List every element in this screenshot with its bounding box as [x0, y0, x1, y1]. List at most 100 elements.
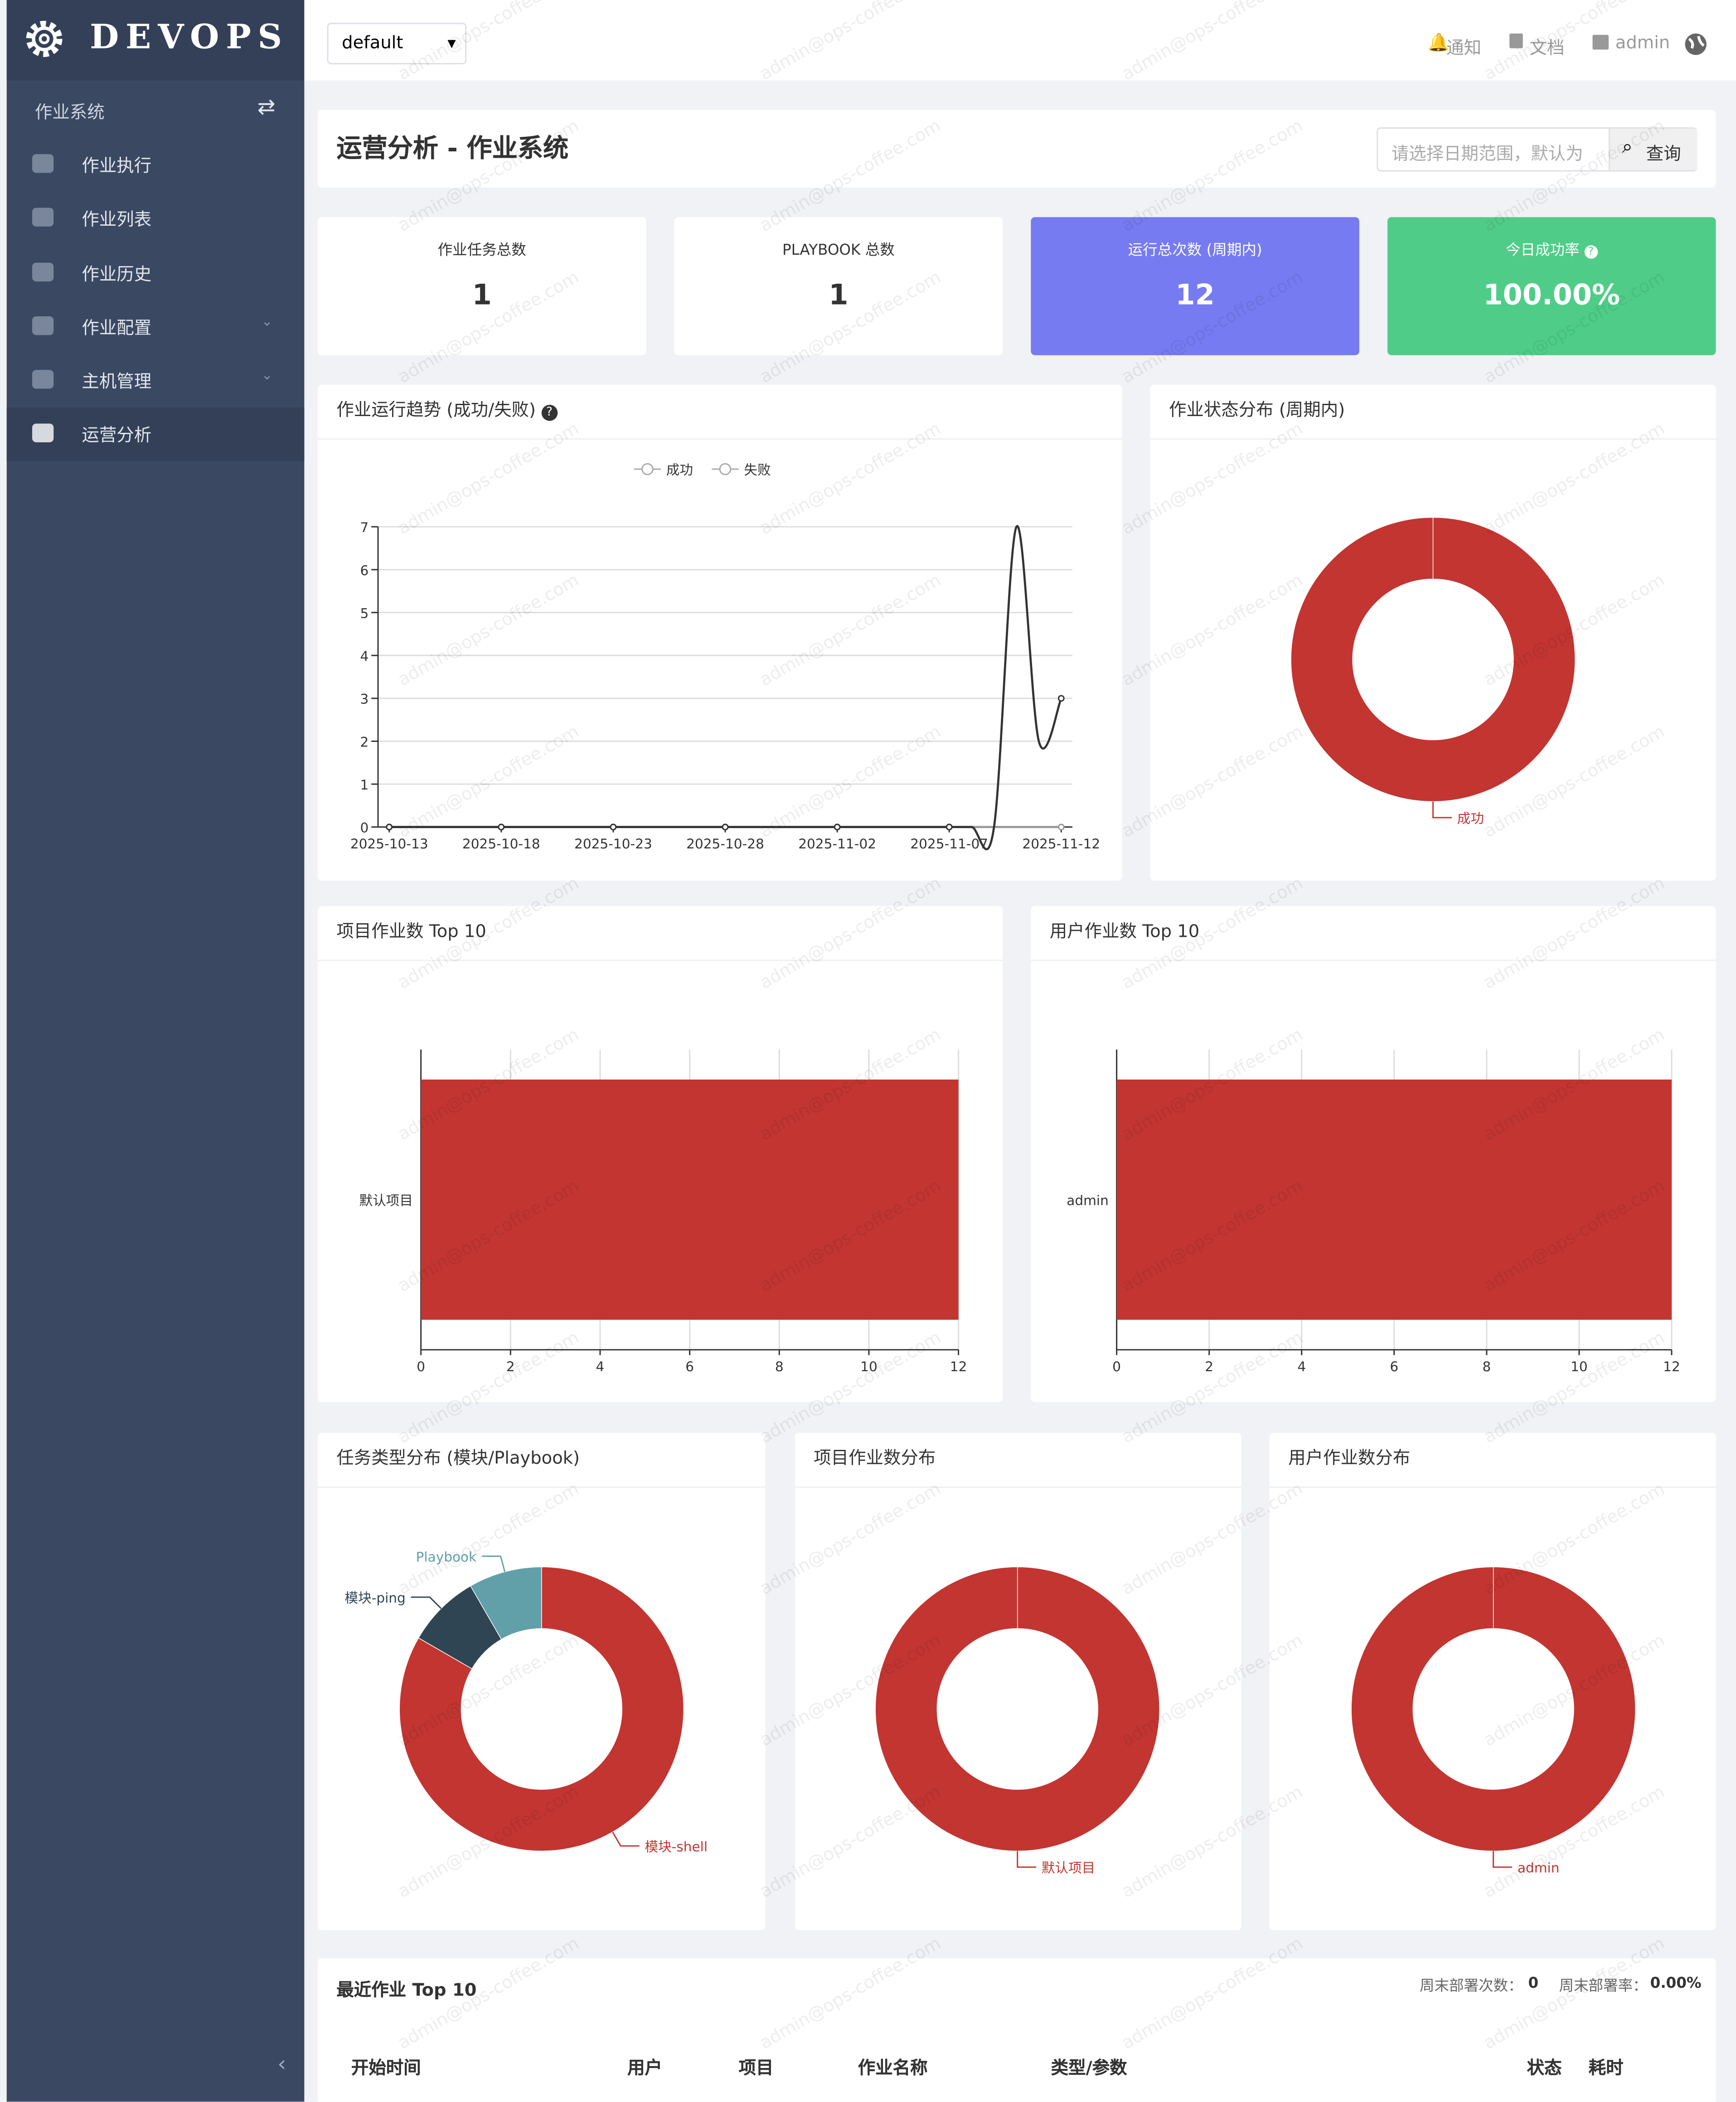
slice-label: 默认项目 — [1042, 1860, 1095, 1876]
menu-item[interactable]: 作业执行 — [82, 157, 152, 177]
slice-label: 模块-ping — [345, 1590, 406, 1606]
table-header: 项目 — [738, 2058, 774, 2079]
point — [1057, 823, 1065, 831]
legend-label: 失败 — [744, 462, 771, 478]
label-line — [1017, 1851, 1037, 1868]
pie-slice — [1290, 517, 1576, 802]
chart-card: 项目作业数 Top 10 0 2 4 6 8 10 12 默认项目 — [317, 906, 1003, 1402]
x-tick-label: 10 — [1571, 1359, 1588, 1375]
x-tick-label: 10 — [860, 1359, 878, 1375]
date-range[interactable]: 请选择日期范围，默认为 ⌕ 查询 — [1377, 127, 1697, 172]
menu-icon — [32, 316, 54, 335]
switch-icon[interactable]: ⇄ — [257, 94, 276, 120]
sidebar: DEVOPS 作业系统 ⇄ 作业执行 作业列表 作业历史 作业配置 ⌄ 主机管理 ⌄ 运营分析… — [6, 0, 305, 2102]
chart: 默认项目 — [875, 1566, 1160, 1876]
x-tick-label: 8 — [775, 1359, 784, 1375]
card-header: 项目作业数 Top 10 — [317, 906, 1003, 961]
menu-icon — [32, 154, 54, 173]
menu-item[interactable]: 作业历史 — [82, 265, 152, 286]
menu-item[interactable]: 主机管理 — [82, 373, 152, 393]
table-header: 用户 — [627, 2058, 663, 2079]
table-header: 开始时间 — [351, 2058, 421, 2079]
y-tick-label: 4 — [360, 649, 369, 664]
slice-label: admin — [1518, 1860, 1560, 1876]
pie-slice — [1351, 1566, 1636, 1852]
chart: admin — [1351, 1566, 1636, 1876]
point — [722, 823, 729, 831]
chart-card: 作业状态分布 (周期内) 成功 — [1150, 384, 1716, 881]
help-icon[interactable]: ? — [541, 405, 558, 421]
chart-card: 作业运行趋势 (成功/失败) ? 0 1 2 3 4 5 6 7 2025-10-13 2025-1… — [317, 384, 1122, 881]
x-tick-label: 2025-10-18 — [462, 836, 540, 852]
stat-value: 1 — [829, 279, 849, 311]
search-icon: ⌕ — [1622, 136, 1633, 158]
summary-value: 0 — [1528, 1974, 1539, 1992]
menu-item[interactable]: 作业配置 — [82, 319, 152, 339]
y-tick-label: admin — [1067, 1193, 1109, 1208]
expand-icon[interactable]: ⌄ — [261, 368, 273, 383]
slice-label: 模块-shell — [645, 1839, 708, 1855]
chart-card: 任务类型分布 (模块/Playbook) 模块-shell 模块-ping Playb… — [317, 1433, 766, 1930]
x-tick-label: 4 — [596, 1359, 605, 1375]
chart: 0 2 4 6 8 10 12 admin — [1067, 1049, 1680, 1375]
x-tick-label: 6 — [1390, 1359, 1398, 1375]
table-header: 作业名称 — [858, 2058, 928, 2079]
chart-card: 用户作业数分布 admin — [1269, 1433, 1716, 1930]
card-header: 作业状态分布 (周期内) — [1150, 385, 1716, 440]
menu-icon — [32, 262, 54, 282]
card-header: 项目作业数分布 — [795, 1433, 1241, 1488]
label-line — [612, 1831, 640, 1847]
chart: 成功 — [1290, 517, 1576, 826]
globe-icon[interactable] — [1684, 32, 1708, 56]
stat-value: 1 — [472, 279, 492, 311]
slice-label: 成功 — [1457, 811, 1484, 826]
label-line — [1493, 1851, 1513, 1868]
menu-icon — [32, 208, 54, 227]
env-value: default — [342, 33, 403, 54]
x-tick-label: 2025-11-12 — [1022, 836, 1100, 852]
table-card: 最近作业 Top 10 周末部署次数： 0 周末部署率： 0.00% — [317, 1958, 1716, 2102]
stat-label: 作业任务总数 — [437, 241, 526, 259]
active-bg — [6, 407, 305, 461]
notify-link[interactable]: 通知 — [1446, 39, 1482, 59]
point — [834, 823, 841, 831]
slice-label: Playbook — [416, 1550, 477, 1565]
x-tick-label: 6 — [685, 1359, 694, 1375]
table-title: 最近作业 Top 10 — [336, 1981, 477, 2001]
chart: 0 1 2 3 4 5 6 7 2025-10-13 2025-10-18 2025-10-23 20… — [350, 462, 1100, 852]
stat-card: 今日成功率 ? 100.00% — [1387, 217, 1716, 355]
menu-item[interactable]: 作业列表 — [82, 210, 152, 231]
bell-icon: 🔔 — [1427, 33, 1450, 54]
legend-icon — [719, 463, 732, 475]
pie-slice — [470, 1566, 542, 1640]
label-line — [482, 1555, 506, 1572]
y-tick-label: 0 — [360, 820, 369, 836]
pie-slice — [399, 1566, 684, 1852]
chart: 模块-shell 模块-ping Playbook — [345, 1550, 708, 1855]
doc-link[interactable]: 文档 — [1529, 39, 1565, 59]
expand-icon[interactable]: ⌄ — [261, 315, 273, 330]
env-select[interactable]: default ▼ — [327, 23, 467, 64]
collapse-icon[interactable]: ‹ — [277, 2050, 286, 2077]
stat-value: 12 — [1175, 279, 1215, 311]
date-placeholder: 请选择日期范围，默认为 — [1391, 145, 1583, 165]
y-tick-label: 6 — [360, 563, 369, 578]
x-tick-label: 0 — [1112, 1359, 1121, 1375]
menu-item[interactable]: 运营分析 — [82, 426, 152, 446]
caret: ▼ — [447, 37, 456, 50]
menu-icon — [32, 423, 54, 442]
label-line — [1432, 801, 1452, 819]
stat-label-text: 今日成功率 — [1506, 241, 1580, 259]
y-tick-label: 2 — [360, 734, 369, 750]
user-link[interactable]: admin — [1615, 33, 1670, 54]
bar — [421, 1079, 959, 1320]
query-button[interactable]: ⌕ 查询 — [1609, 128, 1697, 170]
point — [946, 823, 953, 831]
stat-card: 作业任务总数 1 — [317, 217, 646, 355]
y-tick-label: 1 — [360, 777, 369, 793]
x-tick-label: 0 — [417, 1359, 425, 1375]
help-icon[interactable]: ? — [1584, 245, 1598, 259]
brand: DEVOPS — [6, 0, 305, 81]
x-tick-label: 2025-10-28 — [686, 836, 764, 852]
menu-icon — [32, 370, 54, 389]
